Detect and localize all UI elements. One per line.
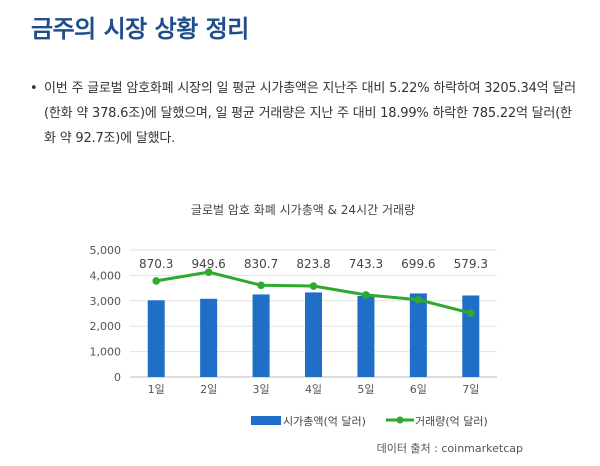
- volume-point: [152, 277, 161, 285]
- line-series: [152, 268, 475, 317]
- x-tick-label: 6일: [410, 382, 427, 396]
- data-label: 823.8: [296, 257, 330, 271]
- x-tick-label: 1일: [148, 382, 165, 396]
- y-axis-tick-labels: 0 1,000 2,000 3,000 4,000 5,000: [90, 244, 122, 384]
- volume-point: [309, 282, 318, 290]
- volume-point: [204, 268, 213, 276]
- x-tick-label: 5일: [357, 382, 374, 396]
- bar-market-cap: [462, 295, 480, 377]
- summary-paragraph: • 이번 주 글로벌 암호화폐 시장의 일 평균 시가총액은 지난주 대비 5.…: [30, 76, 578, 151]
- x-tick-label: 7일: [462, 382, 479, 396]
- y-tick-label: 1,000: [90, 346, 122, 359]
- x-tick-label: 2일: [200, 382, 217, 396]
- bar-market-cap: [252, 294, 270, 377]
- data-label: 699.6: [401, 257, 435, 271]
- chart-title: 글로벌 암호 화폐 시가총액 & 24시간 거래량: [191, 203, 415, 217]
- y-tick-label: 4,000: [90, 269, 122, 282]
- data-label: 830.7: [244, 257, 278, 271]
- legend-label-volume: 거래량(억 달러): [415, 415, 488, 428]
- legend-swatch-market-cap: [251, 416, 281, 425]
- y-tick-label: 0: [114, 371, 121, 384]
- volume-point: [257, 281, 265, 290]
- data-label: 579.3: [454, 257, 488, 271]
- bar-market-cap: [305, 292, 322, 377]
- bar-market-cap: [147, 300, 165, 377]
- volume-point: [362, 291, 370, 299]
- bar-series: [147, 292, 480, 377]
- data-label: 949.6: [191, 257, 225, 271]
- y-tick-label: 3,000: [90, 295, 122, 308]
- data-source: 데이터 출처 : coinmarketcap: [377, 442, 523, 455]
- data-label: 743.3: [349, 257, 383, 271]
- x-tick-label: 3일: [253, 382, 270, 396]
- y-tick-label: 5,000: [90, 244, 122, 257]
- data-label: 870.3: [139, 257, 173, 271]
- summary-text: 이번 주 글로벌 암호화폐 시장의 일 평균 시가총액은 지난주 대비 5.22…: [44, 81, 576, 146]
- bar-market-cap: [200, 298, 218, 377]
- volume-point: [414, 295, 423, 304]
- x-tick-label: 4일: [305, 382, 322, 396]
- y-tick-label: 2,000: [90, 320, 122, 333]
- legend: 시가총액(억 달러) 거래량(억 달러): [251, 415, 488, 428]
- legend-label-market-cap: 시가총액(억 달러): [283, 415, 366, 428]
- data-labels: 870.3 949.6 830.7 823.8 743.3 699.6 579.3: [139, 257, 488, 271]
- x-axis-tick-labels: 1일 2일 3일 4일 5일 6일 7일: [148, 382, 480, 396]
- bullet-marker: •: [30, 81, 38, 96]
- legend-swatch-volume-marker: [396, 416, 404, 424]
- volume-point: [466, 309, 475, 317]
- bar-market-cap: [409, 293, 427, 377]
- bar-market-cap: [357, 295, 375, 377]
- page-title: 금주의 시장 상황 정리: [31, 15, 249, 43]
